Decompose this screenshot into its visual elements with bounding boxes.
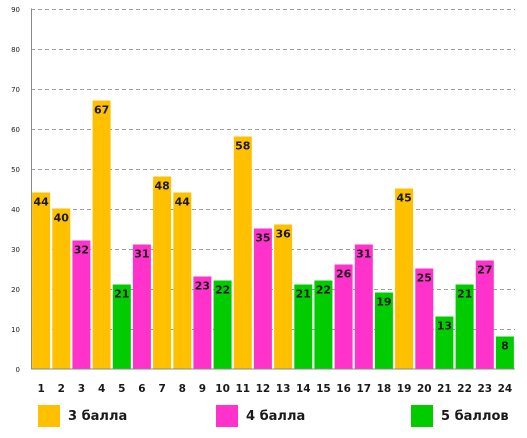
data-label: 44 [175, 196, 191, 209]
data-labels: 44 40 32 67 21 31 48 44 23 22 58 35 36 21 22 26 31 19 45 25… [33, 104, 508, 353]
x-tick-label: 4 [98, 383, 105, 395]
legend-swatch-5-ballov [411, 405, 433, 427]
y-tick-label: 30 [11, 246, 20, 254]
data-label: 22 [215, 284, 230, 297]
bar [415, 268, 434, 369]
data-label: 27 [477, 264, 492, 277]
data-label: 31 [356, 248, 371, 261]
y-tick-label: 80 [11, 46, 20, 54]
bar [395, 188, 414, 369]
bar [253, 228, 272, 369]
x-tick-label: 12 [256, 383, 271, 395]
x-tick-label: 17 [356, 383, 371, 395]
bar [274, 224, 293, 369]
x-tick-label: 11 [235, 383, 250, 395]
data-label: 36 [275, 228, 291, 241]
x-tick-label: 1 [37, 383, 44, 395]
data-label: 67 [94, 104, 109, 117]
bar [52, 208, 71, 369]
data-label: 8 [501, 340, 509, 353]
bar [334, 264, 353, 369]
data-label: 58 [235, 140, 250, 153]
bar [112, 284, 131, 369]
x-tick-label: 6 [138, 383, 145, 395]
data-label: 21 [457, 288, 472, 301]
legend-label-3-balla: 3 балла [68, 408, 128, 424]
bar [173, 192, 192, 369]
x-tick-label: 9 [199, 383, 206, 395]
y-tick-label: 40 [11, 206, 20, 214]
bar [193, 276, 212, 369]
data-label: 44 [33, 196, 49, 209]
data-label: 40 [54, 212, 70, 225]
x-tick-label: 19 [397, 383, 412, 395]
bars [32, 100, 514, 369]
x-tick-label: 3 [78, 383, 85, 395]
y-tick-label: 70 [11, 86, 20, 94]
x-tick-label: 5 [118, 383, 125, 395]
data-label: 32 [74, 244, 89, 257]
bar [374, 292, 393, 369]
y-axis: 0 10 20 30 40 50 60 70 80 90 [11, 6, 32, 374]
x-tick-label: 20 [417, 383, 432, 395]
x-axis: 1 2 3 4 5 6 7 8 9 10 11 12 13 14 15 16 17 18 19 20 21 22 23 24 [31, 368, 515, 395]
data-label: 19 [376, 296, 391, 309]
legend-label-4-balla: 4 балла [246, 408, 306, 424]
data-label: 23 [195, 280, 210, 293]
data-label: 45 [396, 192, 411, 205]
bar [32, 192, 51, 369]
legend-swatch-4-balla [216, 405, 238, 427]
y-tick-label: 50 [11, 166, 20, 174]
y-tick-label: 0 [16, 366, 20, 374]
data-label: 26 [336, 268, 352, 281]
y-tick-label: 20 [11, 286, 20, 294]
data-label: 21 [114, 288, 129, 301]
bar [153, 176, 172, 369]
data-label: 13 [437, 320, 452, 333]
data-label: 21 [296, 288, 311, 301]
legend-item-4-balla: 4 балла [216, 403, 305, 429]
bar [354, 244, 373, 369]
bar [294, 284, 313, 369]
bar [314, 280, 333, 369]
bar [455, 284, 474, 369]
y-tick-label: 10 [11, 326, 20, 334]
y-tick-label: 90 [11, 6, 20, 14]
data-label: 22 [316, 284, 331, 297]
x-tick-label: 24 [498, 383, 513, 395]
x-tick-label: 8 [179, 383, 186, 395]
data-label: 48 [154, 180, 169, 193]
x-tick-label: 21 [437, 383, 452, 395]
legend-item-3-balla: 3 балла [38, 403, 127, 429]
x-tick-label: 7 [158, 383, 165, 395]
legend-label-5-ballov: 5 баллов [441, 408, 509, 424]
x-tick-label: 18 [377, 383, 392, 395]
x-tick-label: 16 [336, 383, 351, 395]
bar [475, 260, 494, 369]
bar [213, 280, 232, 369]
data-label: 25 [417, 272, 432, 285]
bar [92, 100, 111, 369]
y-tick-label: 60 [11, 126, 20, 134]
bar [72, 240, 91, 369]
legend-swatch-3-balla [38, 405, 60, 427]
bar [233, 136, 252, 369]
x-tick-label: 14 [296, 383, 311, 395]
x-tick-label: 15 [316, 383, 331, 395]
x-tick-label: 13 [276, 383, 291, 395]
bar [132, 244, 151, 369]
x-tick-label: 23 [477, 383, 492, 395]
bar [495, 336, 514, 369]
x-tick-label: 10 [215, 383, 230, 395]
data-label: 31 [134, 248, 149, 261]
gridlines [31, 9, 515, 330]
legend-item-5-ballov: 5 баллов [411, 403, 509, 429]
data-label: 35 [255, 232, 270, 245]
bar [435, 316, 454, 369]
x-tick-label: 2 [58, 383, 65, 395]
x-tick-label: 22 [457, 383, 472, 395]
